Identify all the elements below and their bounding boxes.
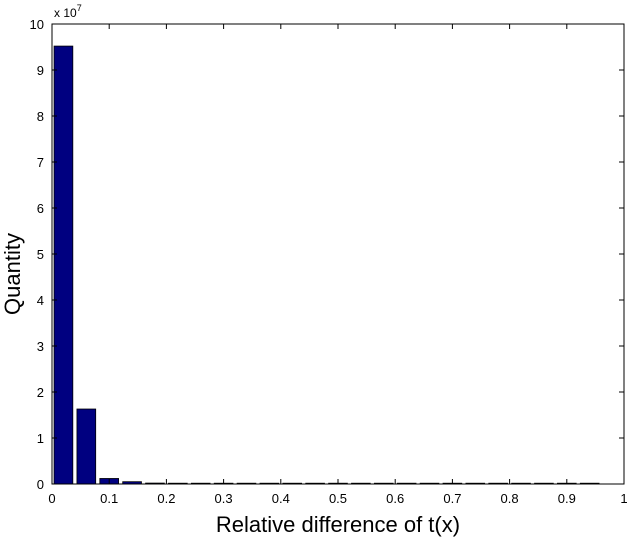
x-tick-label-7: 0.7 bbox=[443, 491, 461, 506]
y-tick-label-6: 6 bbox=[37, 201, 44, 216]
bar-0 bbox=[53, 45, 74, 485]
y-tick-label-2: 2 bbox=[37, 385, 44, 400]
y-exponent-base: x 10 bbox=[54, 6, 77, 20]
x-tick-label-2: 0.2 bbox=[157, 491, 175, 506]
x-tick-label-6: 0.6 bbox=[386, 491, 404, 506]
x-tick-label-9: 0.9 bbox=[558, 491, 576, 506]
y-exponent-label: x 107 bbox=[54, 3, 82, 20]
y-tick-label-9: 9 bbox=[37, 63, 44, 78]
y-axis-title: Quantity bbox=[0, 233, 25, 315]
x-axis-title: Relative difference of t(x) bbox=[216, 512, 460, 537]
x-tick-label-0: 0 bbox=[48, 491, 55, 506]
x-tick-label-8: 0.8 bbox=[501, 491, 519, 506]
y-tick-label-8: 8 bbox=[37, 109, 44, 124]
x-tick-label-4: 0.4 bbox=[272, 491, 290, 506]
y-tick-label-4: 4 bbox=[37, 293, 44, 308]
y-tick-label-10: 10 bbox=[30, 17, 44, 32]
plot-area bbox=[52, 24, 624, 484]
x-tick-label-10: 1 bbox=[620, 491, 627, 506]
y-tick-label-7: 7 bbox=[37, 155, 44, 170]
y-tick-label-1: 1 bbox=[37, 431, 44, 446]
y-tick-label-0: 0 bbox=[37, 477, 44, 492]
ticks-group: 0 0.1 0.2 0.3 0.4 0.5 0.6 0.7 0.8 0.9 101234567891… bbox=[30, 17, 628, 506]
x-tick-label-5: 0.5 bbox=[329, 491, 347, 506]
x-tick-label-1: 0.1 bbox=[100, 491, 118, 506]
x-tick-label-3: 0.3 bbox=[215, 491, 233, 506]
bar-1 bbox=[76, 408, 97, 485]
y-tick-label-5: 5 bbox=[37, 247, 44, 262]
y-tick-label-3: 3 bbox=[37, 339, 44, 354]
y-exponent-power: 7 bbox=[77, 3, 82, 13]
